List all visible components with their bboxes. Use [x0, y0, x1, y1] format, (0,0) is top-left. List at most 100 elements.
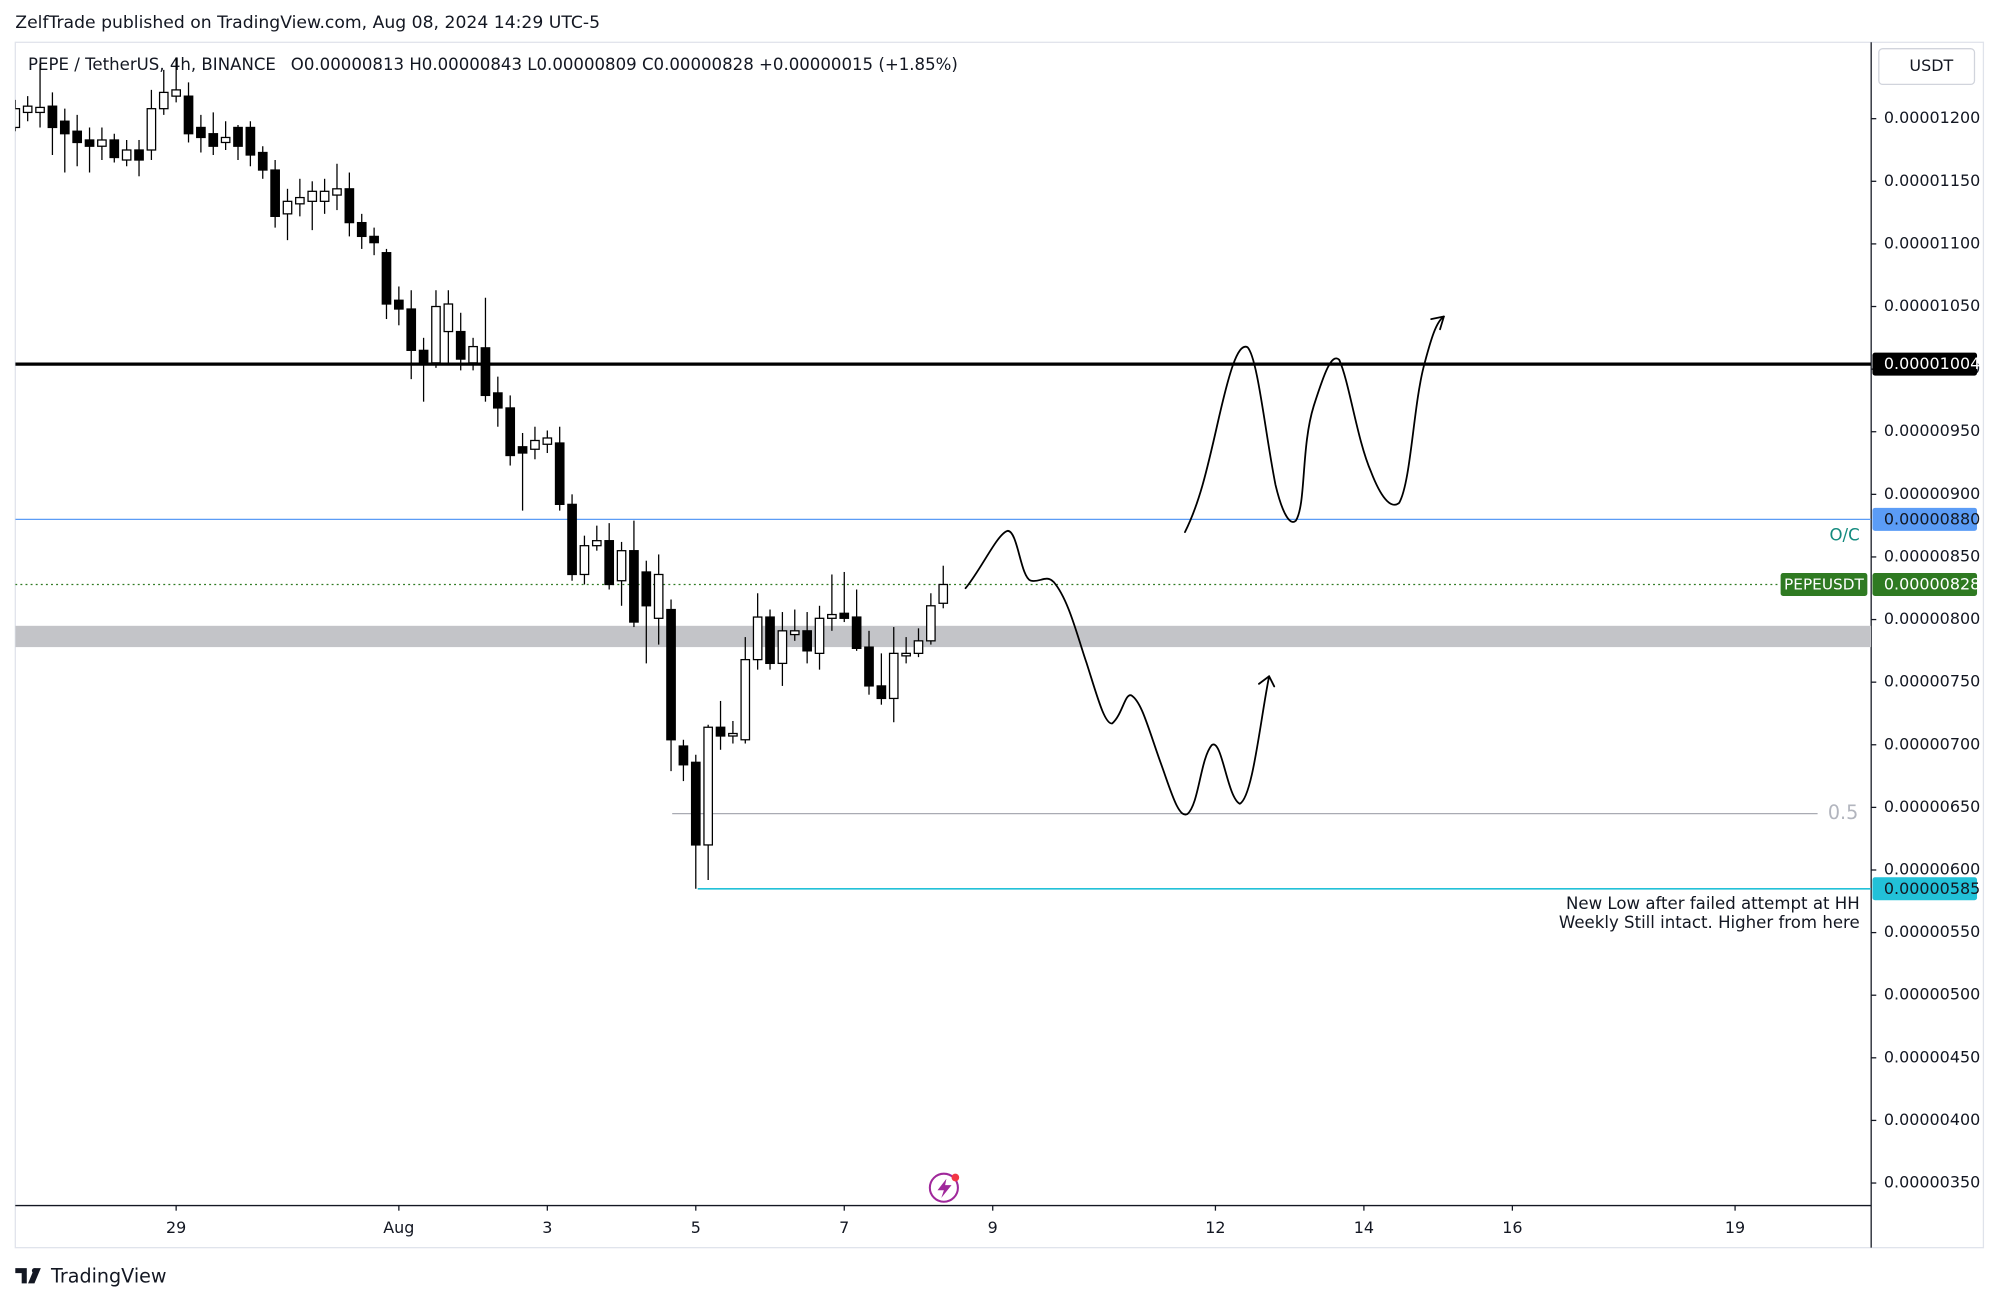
symbol-label-box	[1780, 573, 1868, 596]
candle-body	[579, 545, 590, 576]
lightning-icon[interactable]	[928, 1172, 960, 1203]
symbol-label: PEPEUSDT	[1784, 576, 1864, 594]
zone	[15, 625, 1872, 648]
annotation: New Low after failed attempt at HH	[1566, 894, 1860, 913]
candle-body	[158, 91, 169, 110]
candle-body	[270, 169, 280, 217]
currency: USDT	[1909, 56, 1953, 75]
brand: TradingView	[50, 1264, 167, 1287]
candle-body	[703, 726, 714, 846]
candle-body	[344, 188, 355, 224]
price-label: 0.00000585	[1884, 879, 1980, 898]
candle-body	[121, 149, 132, 161]
candle-body	[554, 442, 565, 505]
projection-path	[964, 529, 1271, 816]
brand-logo	[15, 1268, 41, 1284]
candle-body	[678, 745, 689, 766]
candle-body	[22, 105, 33, 114]
candle-body	[604, 540, 615, 586]
candle-body	[47, 105, 58, 129]
y-tick-label: 0.00000850	[1884, 546, 1980, 565]
candle-body	[690, 761, 701, 846]
y-tick-label: 0.00000800	[1884, 609, 1980, 628]
price-label: 0.00001004	[1884, 354, 1980, 373]
candle-body	[740, 658, 751, 741]
price-label-box	[1872, 507, 1978, 531]
candle-body	[295, 196, 305, 205]
candle-body	[653, 573, 664, 619]
arrow-head	[1258, 675, 1276, 688]
symbol: PEPE / TetherUS, 4h, BINANCE	[28, 55, 276, 74]
y-tick-label: 0.00000500	[1884, 985, 1980, 1004]
candle-body	[381, 252, 392, 305]
x-tick-label: 5	[691, 1218, 701, 1237]
x-tick-label: 19	[1725, 1218, 1745, 1237]
price-label: 0.00000828	[1884, 575, 1980, 594]
price-label-box	[1872, 573, 1978, 596]
candle-body	[134, 149, 144, 161]
x-tick-label: 3	[542, 1218, 552, 1237]
candle-body	[443, 303, 454, 333]
y-tick-label: 0.00001150	[1884, 171, 1980, 190]
candle-body	[492, 392, 503, 409]
candle-body	[257, 151, 268, 171]
fib-label: 0.5	[1828, 801, 1858, 824]
candle-body	[406, 308, 417, 351]
candle-body	[97, 139, 107, 147]
y-tick-label: 0.00000700	[1884, 734, 1980, 753]
candle-body	[530, 439, 540, 450]
candle-body	[827, 613, 837, 619]
candle-body	[332, 188, 342, 196]
candle-body	[72, 130, 83, 144]
candle-body	[171, 89, 181, 97]
projection-path	[1184, 315, 1445, 533]
candle-body	[35, 106, 45, 114]
candle-body	[394, 299, 404, 310]
candle-body	[84, 139, 95, 147]
candle-body	[851, 616, 862, 649]
candle-body	[517, 446, 528, 454]
candle-body	[777, 630, 788, 665]
icon-bolt	[937, 1178, 952, 1198]
y-tick-label: 0.00001100	[1884, 233, 1980, 252]
y-tick-label: 0.00001050	[1884, 296, 1980, 315]
candle-body	[752, 616, 763, 661]
candle-body	[468, 345, 478, 364]
candle-body	[431, 305, 441, 364]
candle-body	[591, 540, 602, 547]
pane	[15, 57, 1872, 890]
x-tick-label: Aug	[383, 1218, 414, 1237]
y-tick-label: 0.00001200	[1884, 108, 1980, 127]
candle-body	[319, 190, 330, 202]
candle-body	[666, 608, 676, 741]
y-tick-label: 0.00000900	[1884, 484, 1980, 503]
currency-box[interactable]	[1878, 48, 1976, 86]
x-tick-label: 9	[988, 1218, 998, 1237]
published-note: ZelfTrade published on TradingView.com, …	[15, 13, 600, 33]
x-tick-label: 14	[1354, 1218, 1374, 1237]
candle-body	[938, 583, 949, 604]
candle-body	[233, 126, 243, 147]
candle-body	[839, 612, 850, 619]
y-tick-label: 0.00000950	[1884, 421, 1980, 440]
candle-body	[220, 136, 231, 144]
candle-body	[282, 200, 293, 215]
candle-body	[455, 330, 466, 360]
y-tick-label: 0.00000450	[1884, 1047, 1980, 1066]
y-tick-label: 0.00000350	[1884, 1173, 1980, 1192]
price-label: 0.00000880	[1884, 510, 1980, 529]
candle-body	[196, 126, 206, 139]
candle-body	[802, 630, 812, 652]
candle-body	[356, 221, 367, 238]
candle-body	[789, 630, 800, 636]
annotation: O/C	[1829, 525, 1859, 544]
y-tick-label: 0.00000400	[1884, 1110, 1980, 1129]
x-tick-label: 29	[166, 1218, 186, 1237]
candle-body	[641, 571, 652, 607]
candle-body	[307, 190, 318, 202]
candle-body	[765, 616, 775, 665]
icon-dot	[951, 1173, 960, 1182]
